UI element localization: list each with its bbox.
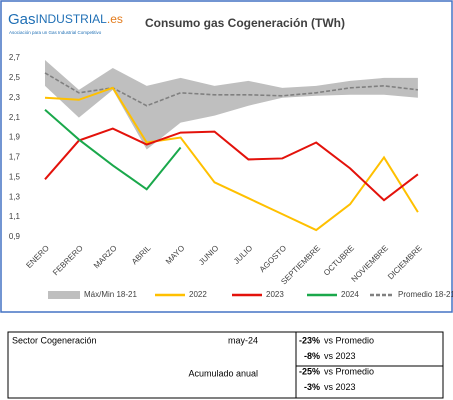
table-ref: vs Promedio — [324, 366, 374, 376]
y-tick-label: 2,7 — [9, 53, 21, 62]
series-line — [44, 86, 419, 232]
chart-title: Consumo gas Cogeneración (TWh) — [145, 16, 345, 30]
y-tick-label: 1,7 — [9, 153, 21, 162]
table-value: -8% — [304, 351, 320, 361]
legend-label: 2022 — [189, 290, 207, 299]
y-tick-label: 2,3 — [9, 93, 21, 102]
table-ref: vs 2023 — [324, 351, 356, 361]
logo: GasINDUSTRIAL.es — [8, 11, 123, 28]
logo-brand2: INDUSTRIAL — [36, 12, 108, 26]
table-title: Sector Cogeneración — [12, 335, 97, 345]
series-line — [44, 127, 419, 202]
series-line — [44, 108, 182, 191]
legend-label: Máx/Min 18-21 — [84, 290, 137, 299]
legend-label: 2024 — [341, 290, 359, 299]
series-line — [44, 72, 418, 107]
y-tick-label: 2,5 — [9, 73, 21, 82]
legend-label: Promedio 18-21 — [398, 290, 453, 299]
chart-frame — [0, 0, 453, 313]
table-value: -23% — [299, 335, 320, 345]
y-tick-label: 1,3 — [9, 192, 21, 201]
logo-tagline: Asociación para un Gas Industrial Compet… — [9, 30, 102, 35]
table-value: -25% — [299, 366, 320, 376]
table-ref: vs 2023 — [324, 382, 356, 392]
table-label: Acumulado anual — [188, 368, 258, 378]
y-tick-label: 1,1 — [9, 212, 21, 221]
table-ref: vs Promedio — [324, 335, 374, 345]
legend-label: 2023 — [266, 290, 284, 299]
y-tick-label: 0,9 — [9, 232, 21, 241]
y-tick-label: 1,5 — [9, 172, 21, 181]
table-frame — [7, 331, 444, 399]
y-tick-label: 2,1 — [9, 113, 21, 122]
logo-brand: Gas — [8, 11, 36, 28]
y-tick-label: 1,9 — [9, 133, 21, 142]
legend-swatch — [48, 291, 80, 299]
table-value: -3% — [304, 382, 320, 392]
logo-brand3: .es — [107, 12, 123, 26]
table-date: may-24 — [228, 335, 258, 345]
